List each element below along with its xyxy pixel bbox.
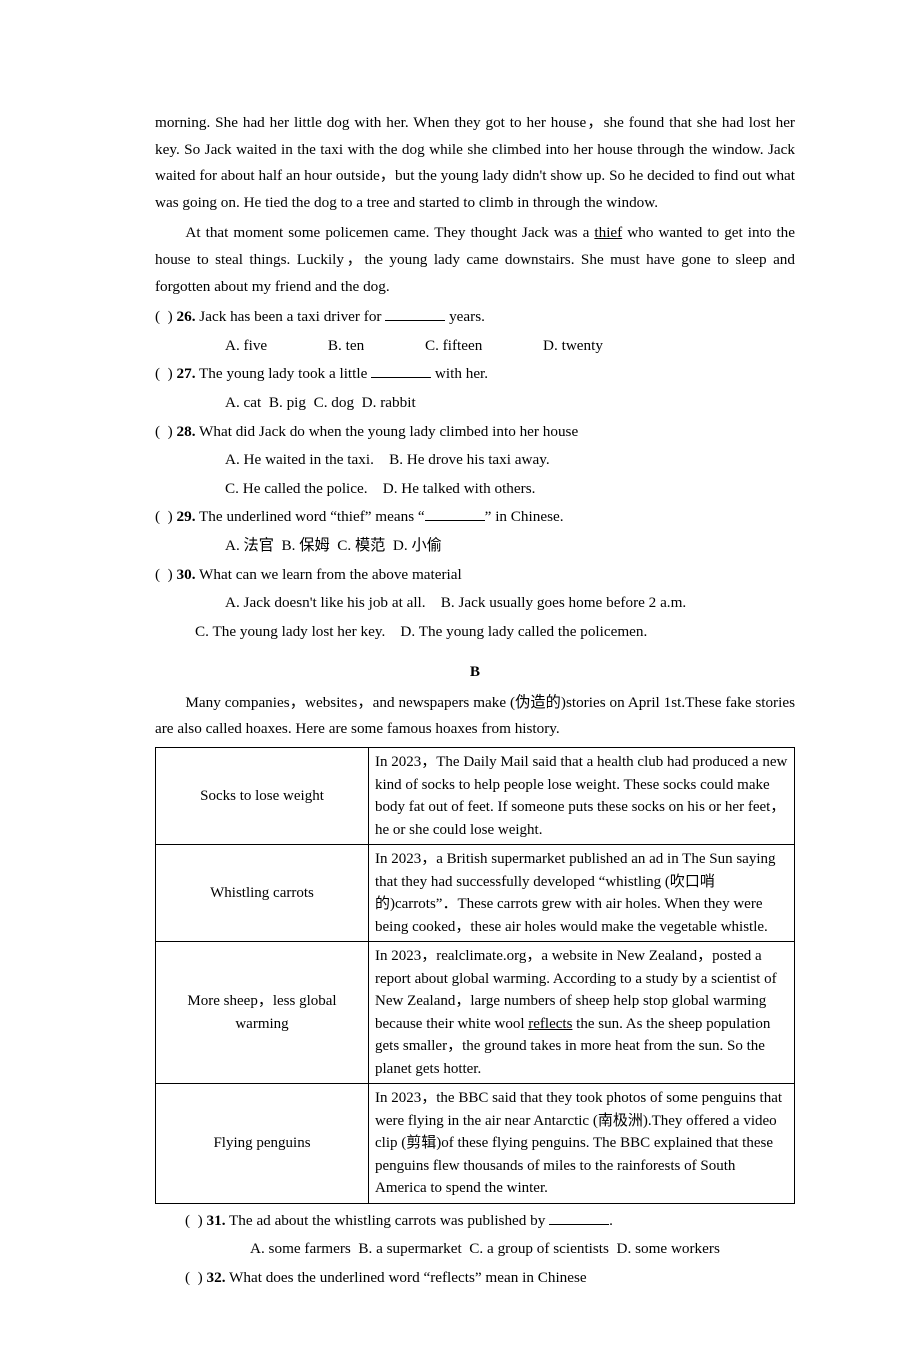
q27-num: 27.	[177, 365, 196, 382]
q32-text: What does the underlined word “reflects”…	[229, 1269, 587, 1286]
fill-blank	[425, 505, 485, 521]
passageA-p1: morning. She had her little dog with her…	[155, 110, 795, 216]
q28-options-1: A. He waited in the taxi. B. He drove hi…	[225, 447, 795, 474]
q29-after: ” in Chinese.	[485, 508, 564, 525]
q27-before: The young lady took a little	[199, 365, 371, 382]
table-row: Socks to lose weight In 2023，The Daily M…	[156, 748, 795, 845]
hoax-body-2: In 2023，a British supermarket published …	[369, 845, 795, 942]
q29-options: A. 法官 B. 保姆 C. 模范 D. 小偷	[225, 533, 795, 560]
question-26: ( ) 26. Jack has been a taxi driver for …	[155, 304, 795, 331]
table-row: More sheep，less global warming In 2023，r…	[156, 942, 795, 1084]
hoax-body-4: In 2023，the BBC said that they took phot…	[369, 1084, 795, 1204]
section-b-header: B	[155, 659, 795, 686]
q31-before: The ad about the whistling carrots was p…	[229, 1212, 549, 1229]
fill-blank	[549, 1208, 609, 1224]
q27-options: A. cat B. pig C. dog D. rabbit	[225, 390, 795, 417]
hoax-body-1: In 2023，The Daily Mail said that a healt…	[369, 748, 795, 845]
passageA-p2: At that moment some policemen came. They…	[155, 220, 795, 300]
q32-num: 32.	[207, 1269, 226, 1286]
table-row: Whistling carrots In 2023，a British supe…	[156, 845, 795, 942]
q28-text: What did Jack do when the young lady cli…	[199, 423, 578, 440]
section-b-intro: Many companies，websites，and newspapers m…	[155, 690, 795, 743]
q30-options-2: C. The young lady lost her key. D. The y…	[195, 619, 795, 646]
table-row: Flying penguins In 2023，the BBC said tha…	[156, 1084, 795, 1204]
q26-num: 26.	[177, 308, 196, 325]
q26-options: A. five B. ten C. fifteen D. twenty	[225, 333, 795, 360]
q31-options: A. some farmers B. a supermarket C. a gr…	[250, 1236, 795, 1263]
question-30: ( ) 30. What can we learn from the above…	[155, 562, 795, 589]
hoax-body-3: In 2023，realclimate.org，a website in New…	[369, 942, 795, 1084]
q30-num: 30.	[177, 566, 196, 583]
q30-options-1: A. Jack doesn't like his job at all. B. …	[225, 590, 795, 617]
q26-before: Jack has been a taxi driver for	[199, 308, 385, 325]
question-31: ( ) 31. The ad about the whistling carro…	[185, 1208, 795, 1235]
question-29: ( ) 29. The underlined word “thief” mean…	[155, 504, 795, 531]
q27-after: with her.	[431, 365, 488, 382]
hoax-title-4: Flying penguins	[156, 1084, 369, 1204]
p2-before: At that moment some policemen came. They…	[185, 224, 594, 241]
page-container: morning. She had her little dog with her…	[0, 0, 920, 1353]
q26-after: years.	[445, 308, 485, 325]
q28-options-2: C. He called the police. D. He talked wi…	[225, 476, 795, 503]
p2-underlined-word: thief	[594, 224, 622, 241]
hoax-title-1: Socks to lose weight	[156, 748, 369, 845]
q28-num: 28.	[177, 423, 196, 440]
q31-num: 31.	[207, 1212, 226, 1229]
q30-text: What can we learn from the above materia…	[199, 566, 462, 583]
question-28: ( ) 28. What did Jack do when the young …	[155, 419, 795, 446]
fill-blank	[385, 305, 445, 321]
q31-after: .	[609, 1212, 613, 1229]
hoax-title-2: Whistling carrots	[156, 845, 369, 942]
question-27: ( ) 27. The young lady took a little wit…	[155, 361, 795, 388]
hoax-title-3: More sheep，less global warming	[156, 942, 369, 1084]
hoax-table: Socks to lose weight In 2023，The Daily M…	[155, 747, 795, 1204]
q29-before: The underlined word “thief” means “	[199, 508, 425, 525]
q29-num: 29.	[177, 508, 196, 525]
hoax3-underlined: reflects	[528, 1016, 572, 1032]
fill-blank	[371, 362, 431, 378]
question-32: ( ) 32. What does the underlined word “r…	[185, 1265, 795, 1292]
